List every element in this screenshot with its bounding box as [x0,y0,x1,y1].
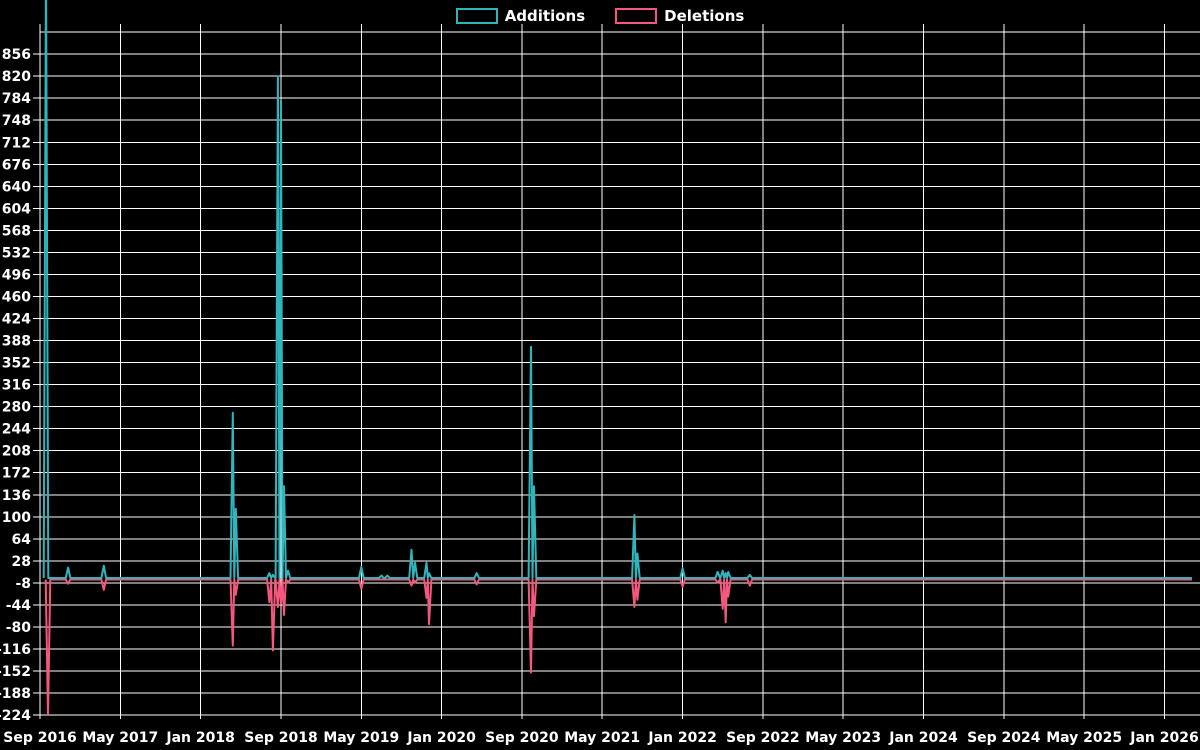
x-axis-label: Jan 2024 [888,730,958,746]
x-axis-label: Sep 2018 [244,730,317,746]
gridlines-group [33,24,1200,719]
x-axis-label: Jan 2020 [406,730,476,746]
y-tick-label: -116 [0,642,31,658]
y-tick-label: -44 [6,598,32,614]
y-tick-label: 640 [2,179,31,195]
additions-swatch-icon [455,8,498,24]
legend-item-additions[interactable]: Additions [455,7,586,25]
y-tick-label: 496 [2,267,31,283]
y-tick-label: 784 [2,91,31,107]
y-tick-label: 568 [2,223,31,239]
y-tick-label: 280 [2,400,31,416]
deletions-swatch-icon [615,8,658,24]
y-tick-label: 532 [2,245,31,261]
deletions-line [44,578,1192,716]
x-axis-label: May 2019 [323,730,399,746]
legend-item-deletions[interactable]: Deletions [615,7,744,25]
y-tick-label: -152 [0,664,31,680]
x-axis-label: Jan 2026 [1129,730,1198,746]
y-tick-label: -8 [15,576,31,592]
y-tick-label: 100 [2,510,31,526]
x-axis-label: May 2023 [805,730,881,746]
y-tick-label: -80 [6,620,32,636]
x-axis-label: Jan 2022 [647,730,716,746]
y-tick-label: 424 [2,312,31,328]
y-tick-label: 208 [2,444,31,460]
y-tick-label: -188 [0,686,31,702]
x-axis-label: Sep 2024 [967,730,1041,746]
legend-label-deletions: Deletions [664,7,745,25]
y-tick-label: 460 [2,290,31,306]
y-tick-label: -224 [0,708,31,724]
y-tick-label: 676 [2,157,31,173]
x-axis-label: Sep 2022 [726,730,799,746]
x-axis-label: May 2021 [564,730,640,746]
x-axis-label: Sep 2020 [485,730,559,746]
y-tick-label: 172 [2,466,31,482]
x-axis-label: May 2017 [82,730,158,746]
y-tick-label: 820 [2,69,31,85]
additions-line [42,0,1192,579]
y-tick-label: 244 [2,422,31,438]
chart-legend: Additions Deletions [0,7,1200,25]
x-axis-label: May 2025 [1046,730,1122,746]
x-axis-label: Sep 2016 [3,730,76,746]
y-tick-label: 352 [2,356,31,372]
data-lines-group [42,0,1192,716]
legend-label-additions: Additions [504,7,586,25]
y-tick-label: 388 [2,334,31,350]
y-tick-label: 748 [2,113,31,129]
y-tick-label: 856 [2,47,31,63]
y-tick-label: 64 [12,532,32,548]
y-tick-label: 136 [2,488,31,504]
y-tick-label: 712 [2,135,31,151]
y-tick-label: 604 [2,201,31,217]
y-tick-label: 316 [2,378,31,394]
y-tick-label: 28 [12,554,31,570]
x-axis-label: Jan 2018 [165,730,234,746]
